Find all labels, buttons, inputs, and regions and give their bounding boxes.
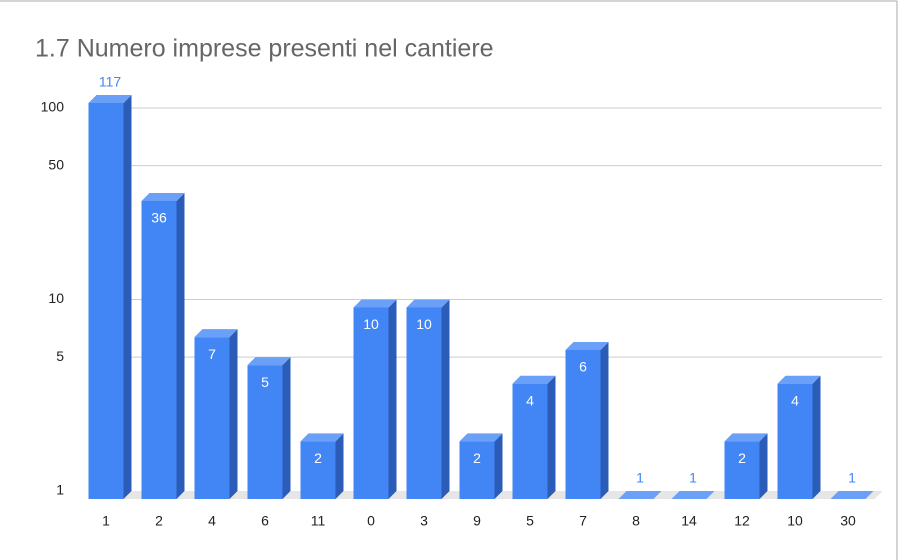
x-tick-label: 2: [155, 513, 163, 529]
x-tick-label: 3: [420, 513, 428, 529]
x-tick-label: 7: [579, 513, 587, 529]
y-tick-label: 5: [56, 348, 64, 364]
data-label: 2: [473, 450, 481, 466]
y-tick-label: 50: [48, 156, 64, 172]
x-tick-label: 1: [102, 513, 110, 529]
x-tick-label: 4: [208, 513, 216, 529]
bar-front: [777, 383, 813, 499]
data-label: 4: [791, 392, 799, 408]
bar: [353, 299, 397, 499]
bar-top: [88, 94, 132, 103]
bar: [565, 341, 609, 499]
y-tick-label: 100: [41, 99, 65, 115]
bar: [88, 94, 132, 499]
x-tick-label: 9: [473, 513, 481, 529]
bar-front: [406, 307, 442, 499]
bar-top: [618, 491, 662, 499]
bar: [247, 357, 291, 499]
x-tick-label: 10: [787, 513, 803, 529]
bar-side: [176, 192, 185, 499]
bar-top: [300, 433, 344, 442]
bar: [512, 375, 556, 499]
data-label: 7: [208, 346, 216, 362]
data-label: 2: [314, 450, 322, 466]
bar: [194, 329, 238, 499]
bar-top: [724, 433, 768, 442]
bar-side: [600, 341, 609, 499]
bar-front: [353, 307, 389, 499]
bar-front: [512, 383, 548, 499]
bar: [724, 433, 768, 499]
data-label: 1: [848, 470, 856, 486]
bar-side: [282, 357, 291, 499]
bar-top: [406, 299, 450, 308]
data-label: 1: [636, 470, 644, 486]
bar-front: [300, 441, 336, 499]
y-tick-label: 10: [48, 290, 64, 306]
x-tick-label: 11: [311, 513, 326, 529]
bar-side: [229, 329, 238, 499]
data-label: 2: [738, 450, 746, 466]
x-tick-label: 30: [840, 513, 856, 529]
bar-top: [565, 341, 609, 350]
bar-side: [123, 94, 132, 499]
chart-title: 1.7 Numero imprese presenti nel cantiere: [35, 35, 494, 63]
data-label: 36: [151, 210, 167, 226]
bar-front: [88, 102, 124, 499]
data-label: 4: [526, 392, 534, 408]
x-tick-label: 12: [734, 513, 750, 529]
bar: [777, 375, 821, 499]
bar: [618, 491, 662, 499]
bar-front: [194, 337, 230, 499]
data-label: 1: [689, 470, 697, 486]
bar-top: [141, 192, 185, 201]
bar: [406, 299, 450, 499]
x-tick-label: 6: [261, 513, 269, 529]
x-tick-label: 14: [681, 513, 697, 529]
data-label: 5: [261, 374, 269, 390]
bar-side: [388, 299, 397, 499]
data-label: 10: [363, 316, 379, 332]
bar: [300, 433, 344, 499]
bar: [141, 192, 185, 499]
bar-side: [547, 375, 556, 499]
bar-side: [812, 375, 821, 499]
bar-top: [353, 299, 397, 308]
bar-top: [777, 375, 821, 384]
bar-top: [671, 491, 715, 499]
bar-front: [459, 441, 495, 499]
bar-front: [565, 349, 601, 499]
bar-side: [335, 433, 344, 499]
bar-side: [441, 299, 450, 499]
x-tick-label: 0: [367, 513, 375, 529]
bar: [459, 433, 503, 499]
bar-side: [494, 433, 503, 499]
bar-front: [724, 441, 760, 499]
bar: [830, 491, 874, 499]
data-label: 6: [579, 359, 587, 375]
data-label: 117: [99, 74, 122, 90]
data-label: 10: [416, 316, 432, 332]
y-tick-label: 1: [56, 482, 64, 498]
x-tick-label: 8: [632, 513, 640, 529]
bar-top: [247, 357, 291, 366]
bar-top: [194, 329, 238, 338]
bar-front: [141, 200, 177, 499]
bar-top: [459, 433, 503, 442]
bar-side: [759, 433, 768, 499]
bar-top: [512, 375, 556, 384]
bar: [671, 491, 715, 499]
bar-front: [247, 365, 283, 499]
x-tick-label: 5: [526, 513, 534, 529]
bar-top: [830, 491, 874, 499]
